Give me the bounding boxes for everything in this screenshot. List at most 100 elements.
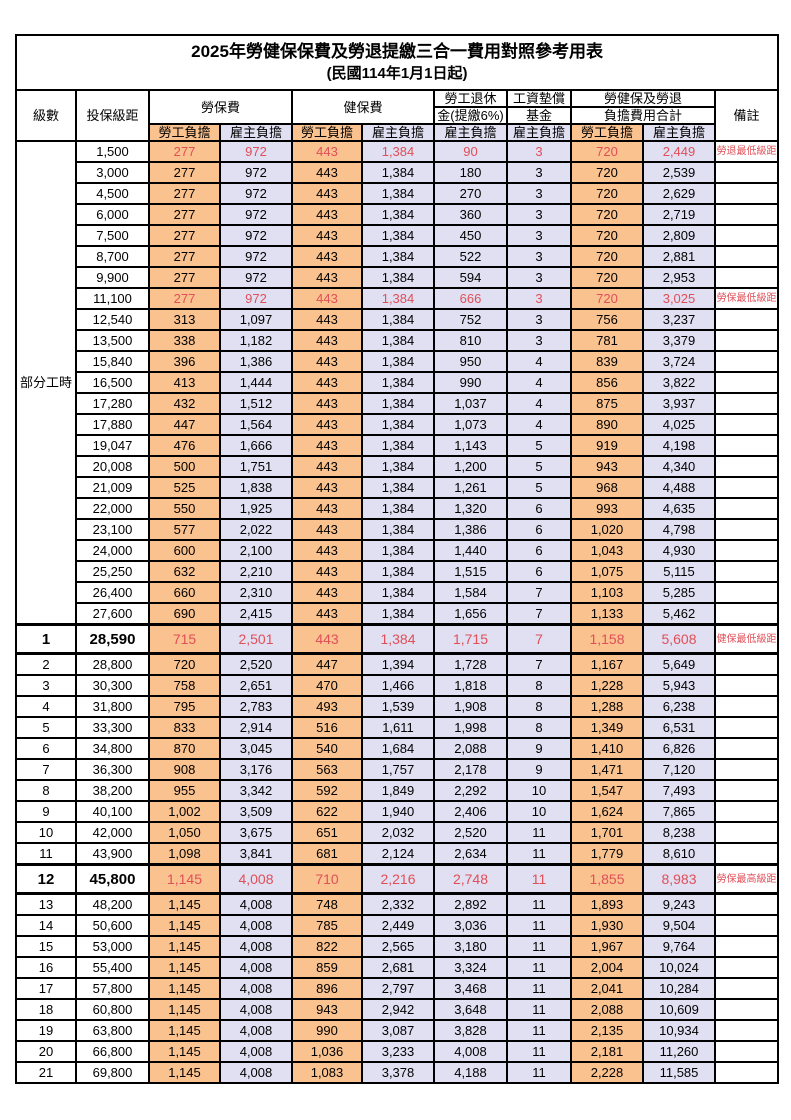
value-cell: 1,384	[361, 371, 435, 394]
value-cell: 4,008	[219, 914, 293, 937]
value-cell: 443	[291, 581, 363, 604]
level-cell: 8	[15, 779, 77, 802]
value-cell: 3,233	[361, 1040, 435, 1063]
value-cell: 990	[291, 1019, 363, 1042]
value-cell: 3,176	[219, 758, 293, 781]
value-cell: 2,681	[361, 956, 435, 979]
value-cell: 1,050	[148, 821, 221, 844]
header-row-1: 級數 投保級距 勞保費 健保費 勞工退休 工資墊償 勞健保及勞退 備註	[15, 89, 780, 142]
value-cell: 522	[433, 245, 508, 268]
level-cell: 14	[15, 914, 77, 937]
value-cell: 180	[433, 161, 508, 184]
value-cell: 3,648	[433, 998, 508, 1021]
value-cell: 1,384	[361, 623, 435, 655]
value-cell: 432	[148, 392, 221, 415]
note-cell	[713, 182, 780, 205]
value-cell: 11	[506, 1061, 572, 1084]
bracket-cell: 42,000	[75, 821, 150, 844]
value-cell: 4,635	[642, 497, 716, 520]
value-cell: 2,100	[219, 539, 293, 562]
table-row: 23,100 577 2,022 443 1,384 1,386 6 1,020 4,798	[16, 518, 780, 541]
value-cell: 2,216	[361, 863, 435, 895]
value-cell: 1,384	[361, 434, 435, 457]
table-row: 1 28,590 715 2,501 443 1,384 1,715 7 1,158 5,608 健…	[15, 623, 780, 655]
value-cell: 666	[433, 287, 508, 310]
table-row: 16 55,400 1,145 4,008 859 2,681 3,324 11 2,004 10…	[15, 956, 780, 979]
value-cell: 943	[291, 998, 363, 1021]
value-cell: 1,145	[148, 1061, 221, 1084]
bracket-cell: 9,900	[75, 266, 150, 289]
value-cell: 443	[291, 434, 363, 457]
value-cell: 3	[506, 182, 572, 205]
value-cell: 4,188	[433, 1061, 508, 1084]
value-cell: 7,493	[642, 779, 716, 802]
note-cell	[713, 434, 780, 457]
value-cell: 443	[291, 350, 363, 373]
value-cell: 5,943	[642, 674, 716, 697]
value-cell: 6	[506, 539, 572, 562]
value-cell: 968	[570, 476, 644, 499]
value-cell: 1,384	[361, 161, 435, 184]
bracket-cell: 33,300	[75, 716, 150, 739]
level-cell: 4	[15, 695, 77, 718]
value-cell: 8,983	[642, 863, 716, 895]
value-cell: 1,384	[361, 581, 435, 604]
value-cell: 9,764	[642, 935, 716, 958]
value-cell: 3,324	[433, 956, 508, 979]
value-cell: 443	[291, 224, 363, 247]
value-cell: 1,779	[570, 842, 644, 866]
table-row: 6,000 277 972 443 1,384 360 3 720 2,719	[16, 203, 780, 226]
value-cell: 3,724	[642, 350, 716, 373]
level-cell: 3	[15, 674, 77, 697]
col-header-pension-line1: 勞工退休	[433, 89, 508, 108]
value-cell: 839	[570, 350, 644, 373]
value-cell: 2,629	[642, 182, 716, 205]
value-cell: 4,930	[642, 539, 716, 562]
value-cell: 3,036	[433, 914, 508, 937]
table-row: 7,500 277 972 443 1,384 450 3 720 2,809	[16, 224, 780, 247]
value-cell: 1,394	[361, 652, 435, 676]
table-row: 8,700 277 972 443 1,384 522 3 720 2,881	[16, 245, 780, 268]
bracket-cell: 21,009	[75, 476, 150, 499]
note-cell	[713, 413, 780, 436]
table-row: 12 45,800 1,145 4,008 710 2,216 2,748 11 1,855 8,…	[15, 863, 780, 895]
value-cell: 3,180	[433, 935, 508, 958]
value-cell: 1,584	[433, 581, 508, 604]
value-cell: 3	[506, 161, 572, 184]
bracket-cell: 17,280	[75, 392, 150, 415]
table-row: 13,500 338 1,182 443 1,384 810 3 781 3,379	[16, 329, 780, 352]
bracket-cell: 28,800	[75, 652, 150, 676]
note-cell	[713, 581, 780, 604]
table-row: 16,500 413 1,444 443 1,384 990 4 856 3,822	[16, 371, 780, 394]
value-cell: 600	[148, 539, 221, 562]
value-cell: 2,041	[570, 977, 644, 1000]
value-cell: 4,798	[642, 518, 716, 541]
table-row: 15,840 396 1,386 443 1,384 950 4 839 3,724	[16, 350, 780, 373]
value-cell: 720	[570, 245, 644, 268]
value-cell: 443	[291, 539, 363, 562]
value-cell: 1,384	[361, 602, 435, 626]
value-cell: 3,675	[219, 821, 293, 844]
value-cell: 2,520	[219, 652, 293, 676]
value-cell: 4,008	[219, 935, 293, 958]
note-cell	[713, 674, 780, 697]
value-cell: 720	[148, 652, 221, 676]
value-cell: 7	[506, 581, 572, 604]
value-cell: 5	[506, 476, 572, 499]
value-cell: 756	[570, 308, 644, 331]
value-cell: 1,715	[433, 623, 508, 655]
value-cell: 890	[570, 413, 644, 436]
value-cell: 720	[570, 266, 644, 289]
value-cell: 748	[291, 892, 363, 916]
note-cell	[713, 161, 780, 184]
value-cell: 277	[148, 161, 221, 184]
value-cell: 443	[291, 308, 363, 331]
value-cell: 822	[291, 935, 363, 958]
table-body: 部分工時 1,500 277 972 443 1,384 90 3 720 2,449 勞退最低級距…	[15, 140, 780, 1084]
note-cell	[713, 392, 780, 415]
value-cell: 870	[148, 737, 221, 760]
value-cell: 1,145	[148, 998, 221, 1021]
bracket-cell: 12,540	[75, 308, 150, 331]
table-row: 19,047 476 1,666 443 1,384 1,143 5 919 4,198	[16, 434, 780, 457]
table-row: 8 38,200 955 3,342 592 1,849 2,292 10 1,547 7,493	[15, 779, 780, 802]
